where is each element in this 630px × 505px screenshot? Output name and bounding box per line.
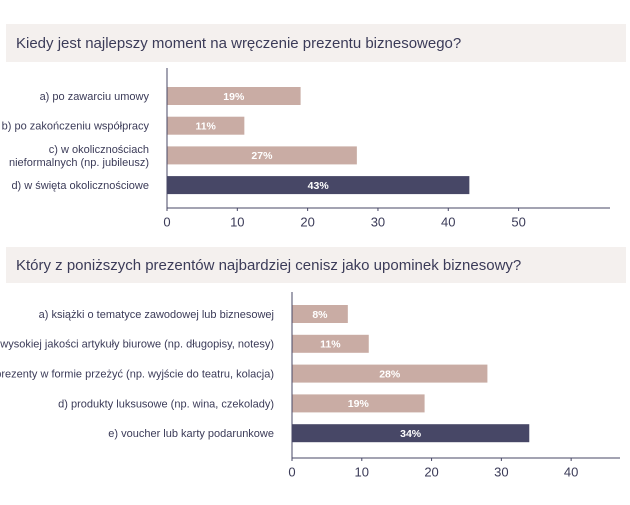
value-label: 11% [195, 120, 216, 132]
value-label: 19% [223, 91, 245, 103]
x-tick-label: 20 [424, 464, 438, 479]
bar [292, 394, 425, 413]
x-tick-label: 0 [163, 214, 170, 229]
x-tick-label: 10 [355, 464, 369, 479]
chart-title: Który z poniższych prezentów najbardziej… [16, 257, 521, 274]
x-tick-label: 10 [230, 214, 244, 229]
category-label: d) w święta okolicznościowe [11, 180, 149, 192]
bar [292, 364, 488, 383]
bar [292, 305, 348, 323]
category-label: c) w okolicznościach [49, 144, 149, 156]
chart-title: Kiedy jest najlepszy moment na wręczenie… [16, 35, 461, 52]
category-label: e) voucher lub karty podarunkowe [108, 428, 274, 440]
category-label: b) wysokiej jakości artykuły biurowe (np… [0, 339, 274, 351]
value-label: 43% [308, 180, 330, 192]
bar [167, 87, 301, 105]
value-label: 19% [348, 398, 370, 410]
category-label: a) książki o tematyce zawodowej lub bizn… [39, 309, 274, 321]
x-tick-label: 50 [511, 214, 525, 229]
bar [167, 146, 357, 165]
x-tick-label: 20 [300, 214, 314, 229]
x-tick-label: 30 [371, 214, 385, 229]
x-tick-label: 30 [494, 464, 508, 479]
title-band [6, 24, 626, 62]
title-band [6, 247, 626, 283]
bar [167, 116, 245, 135]
category-label: b) po zakończeniu współpracy [2, 121, 150, 133]
value-label: 8% [312, 309, 328, 321]
bar [167, 176, 470, 195]
category-label: nieformalnych (np. jubileusz) [9, 157, 149, 169]
value-label: 27% [251, 150, 273, 162]
x-tick-label: 0 [288, 464, 295, 479]
bar [292, 334, 369, 353]
category-label: d) produkty luksusowe (np. wina, czekola… [58, 398, 274, 410]
value-label: 11% [320, 339, 341, 351]
category-label: a) po zawarciu umowy [40, 91, 150, 103]
x-tick-label: 40 [441, 214, 455, 229]
value-label: 28% [379, 368, 401, 380]
category-label: c) prezenty w formie przeżyć (np. wyjści… [0, 369, 274, 381]
bar [292, 424, 530, 443]
x-tick-label: 40 [564, 464, 578, 479]
value-label: 34% [400, 428, 422, 440]
